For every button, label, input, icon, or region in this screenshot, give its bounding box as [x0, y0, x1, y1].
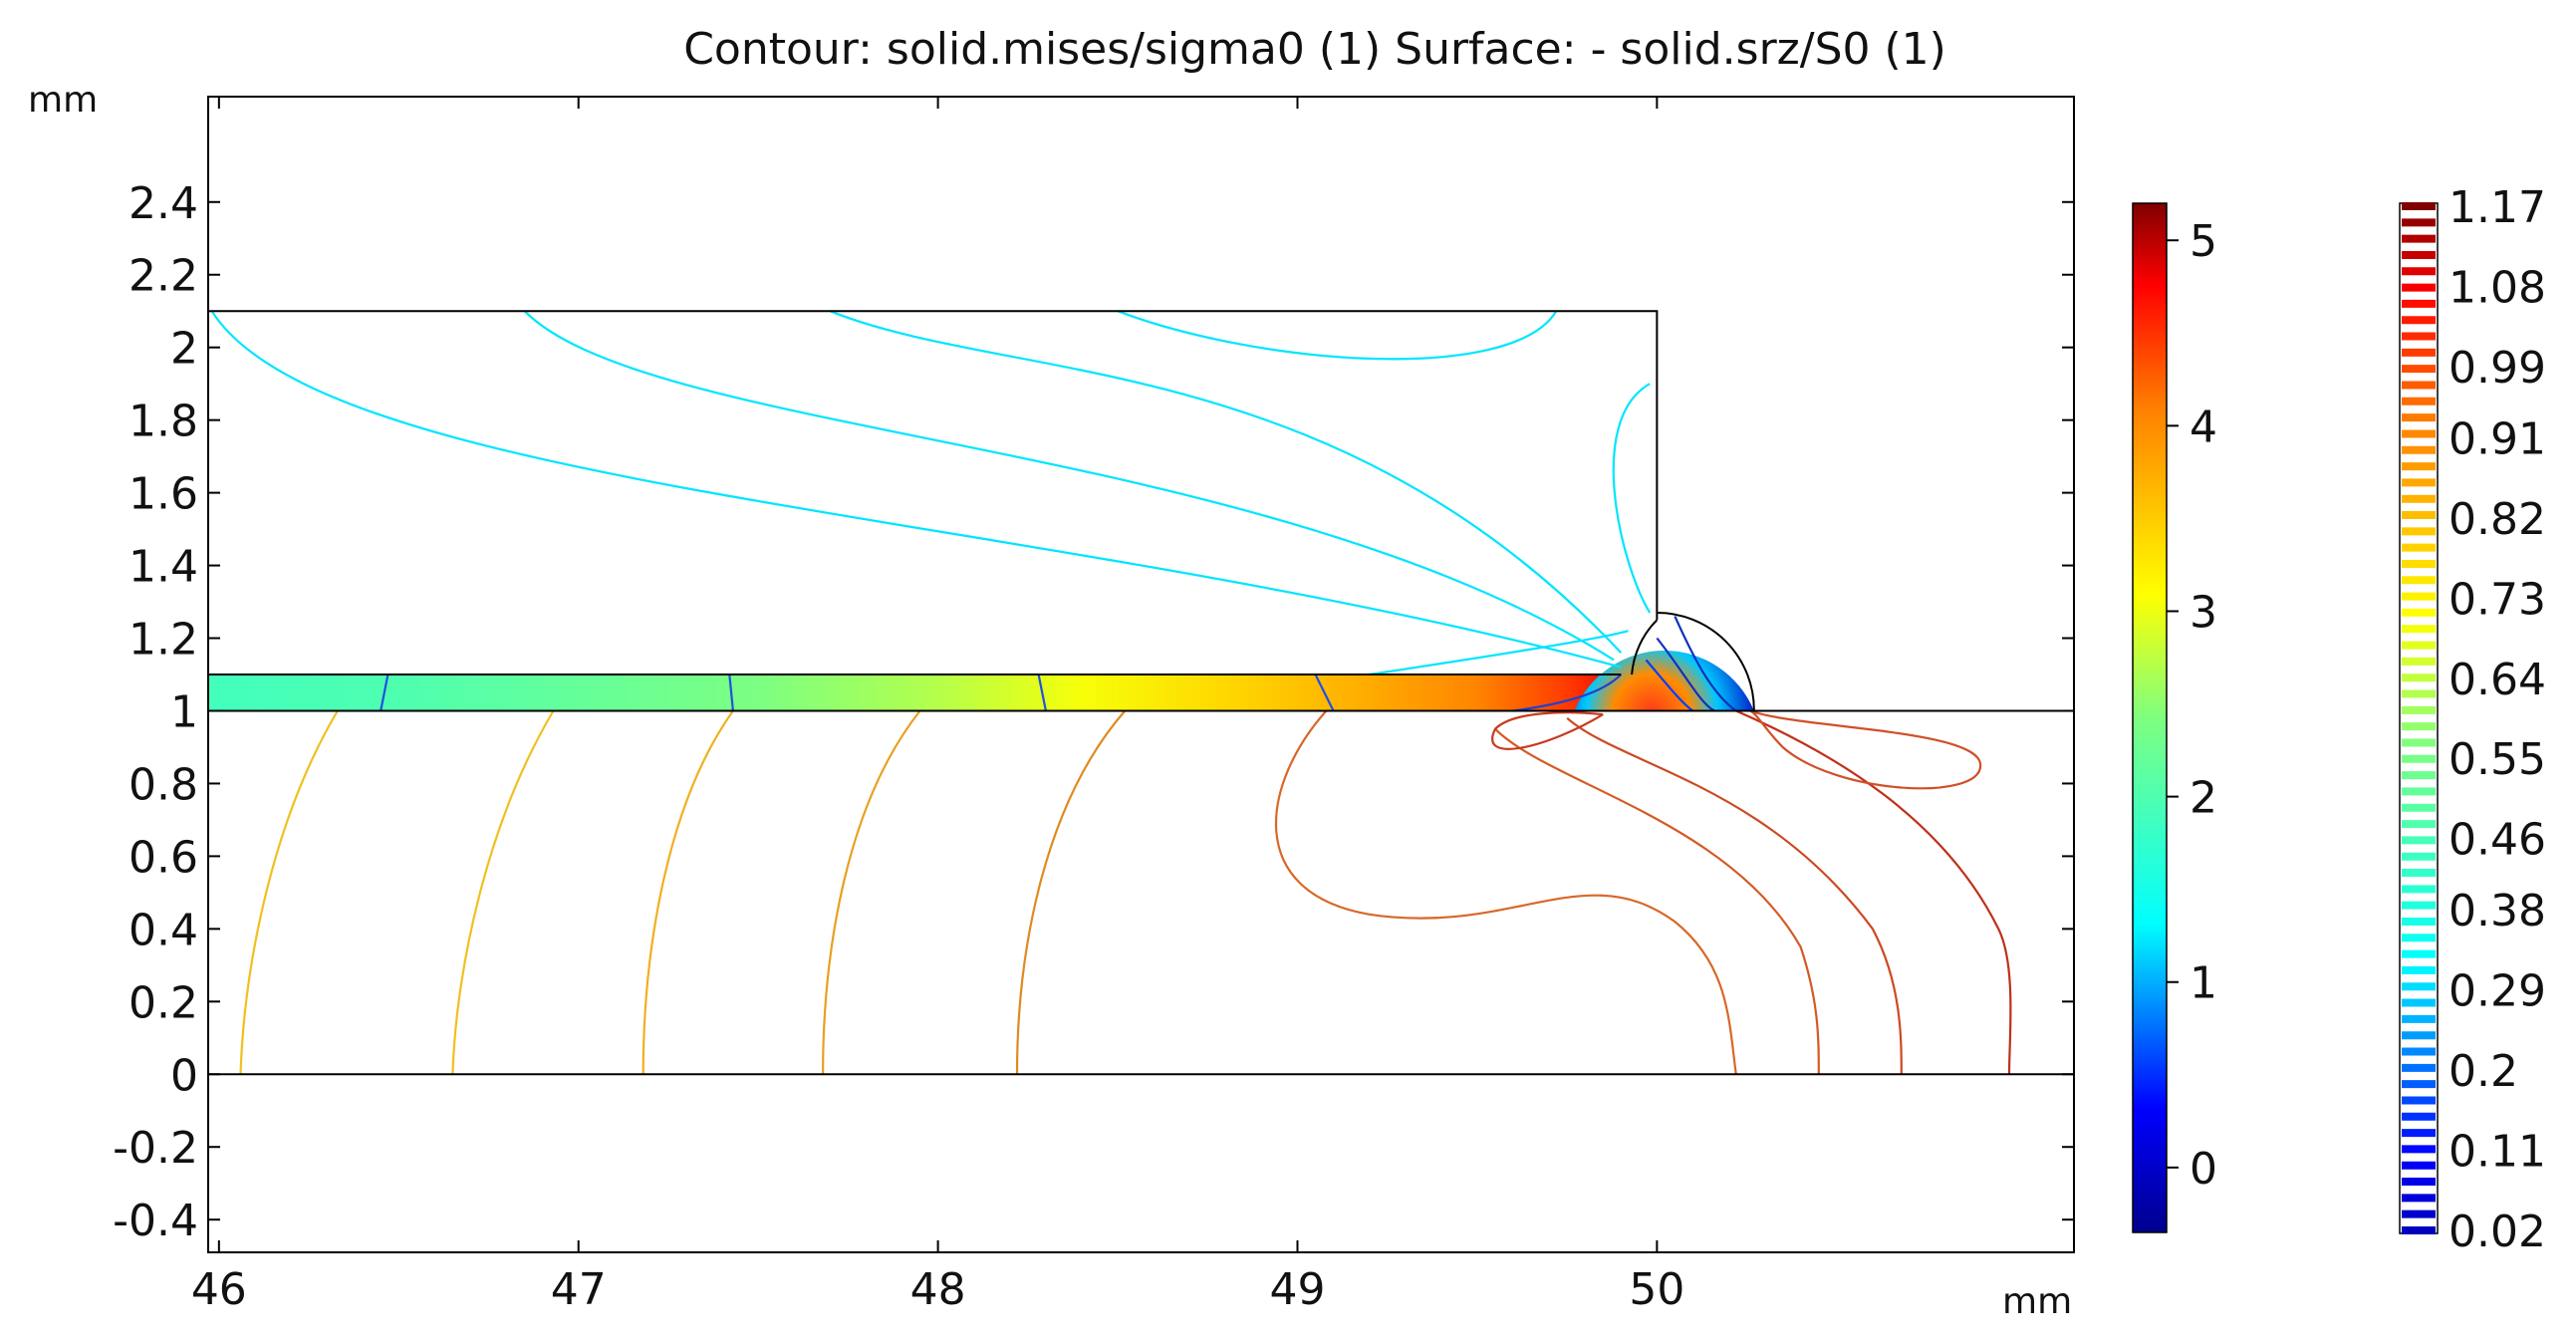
contour-line-14 [239, 709, 339, 1075]
y-unit-label: mm [28, 80, 98, 121]
contour-legend-label: 0.2 [2448, 1046, 2518, 1097]
y-tick-label: 1.2 [129, 615, 198, 666]
contour-line-12 [1656, 637, 1715, 712]
contour-legend-label: 0.46 [2448, 815, 2546, 866]
contour-line-16 [642, 709, 734, 1075]
contour-line-19 [1274, 709, 1737, 1075]
x-axis: 46 47 48 49 50 [191, 97, 1684, 1315]
colorbar-tick-label: 4 [2190, 402, 2217, 452]
contour-line-23 [1749, 709, 1982, 790]
contour-line-10 [1512, 673, 1623, 712]
y-tick-label: 0.2 [129, 977, 198, 1028]
contour-legend-label: 0.55 [2448, 734, 2546, 785]
y-tick-label: 1.8 [129, 397, 198, 447]
x-tick-label: 48 [910, 1264, 966, 1315]
colorbar-tick-label: 2 [2190, 773, 2217, 824]
y-tick-label: 0 [170, 1050, 198, 1101]
colorbar-tick-label: 1 [2190, 958, 2217, 1009]
upper-block-outline [208, 310, 1659, 621]
contour-line-9 [1314, 673, 1335, 711]
x-tick-label: 50 [1629, 1264, 1684, 1315]
contour-line-5 [1369, 630, 1629, 676]
x-unit-label: mm [2002, 1281, 2072, 1322]
contour-line-8 [1037, 673, 1047, 711]
surface-colorbar: 0 1 2 3 4 5 [2132, 202, 2217, 1233]
contour-legend-label: 0.91 [2448, 413, 2546, 464]
contour-legend-label: 0.64 [2448, 655, 2546, 705]
contour-legend-frame [2399, 202, 2439, 1234]
y-tick-label: 1.4 [129, 542, 198, 593]
contour-line-24 [1491, 711, 1604, 750]
x-tick-label: 46 [191, 1264, 247, 1315]
contour-legend-label: 0.38 [2448, 886, 2546, 937]
y-tick-label: -0.2 [113, 1123, 198, 1174]
contour-line-4 [1612, 383, 1652, 614]
y-tick-label: 2.2 [129, 251, 198, 302]
contour-legend-label: 0.82 [2448, 494, 2546, 545]
surface-plot [208, 651, 1754, 711]
notch-left-arc [1631, 619, 1659, 675]
contour-line-2 [829, 310, 1623, 654]
contour-lines [210, 310, 2012, 1075]
surface-colorbar-gradient [2132, 202, 2168, 1233]
contour-line-15 [451, 709, 555, 1075]
y-tick-label: 2 [170, 324, 198, 375]
contour-line-7 [728, 673, 734, 711]
surface-strip [208, 674, 1622, 711]
y-tick-label: 2.4 [129, 178, 198, 229]
contour-legend-label: 0.73 [2448, 574, 2546, 625]
plot-frame [207, 96, 2075, 1253]
contour-legend-label: 1.08 [2448, 262, 2546, 313]
notch-right-arc [1657, 611, 1755, 711]
contour-line-18 [1015, 709, 1127, 1075]
y-tick-label: 0.8 [129, 759, 198, 810]
y-tick-label: 1.6 [129, 469, 198, 520]
y-tick-label: -0.4 [113, 1196, 198, 1246]
geometry-outline [208, 310, 2074, 1076]
contour-line-21 [1566, 716, 1903, 1075]
contour-line-1 [523, 310, 1615, 662]
x-tick-label: 47 [551, 1264, 607, 1315]
colorbar-tick-label: 3 [2190, 587, 2217, 638]
x-tick-label: 49 [1269, 1264, 1325, 1315]
plot-area [208, 310, 2074, 1076]
contour-legend-label: 0.02 [2448, 1207, 2546, 1257]
y-tick-label: 0.6 [129, 832, 198, 883]
contour-legend-label: 0.29 [2448, 966, 2546, 1017]
contour-line-11 [1674, 616, 1737, 712]
contour-line-3 [1117, 310, 1558, 361]
contour-legend: 0.02 0.11 0.2 0.29 0.38 0.46 0.55 0.64 0.73 0.82 0… [2399, 182, 2546, 1257]
contour-line-22 [1735, 709, 2012, 1075]
contour-line-20 [1494, 727, 1820, 1075]
colorbar-tick-label: 0 [2190, 1144, 2217, 1195]
contour-line-13 [1645, 659, 1694, 712]
y-tick-label: 0.4 [129, 905, 198, 955]
contour-legend-label: 1.17 [2448, 182, 2546, 233]
contour-line-0 [210, 310, 1622, 669]
contour-legend-label: 0.99 [2448, 343, 2546, 394]
contour-line-6 [380, 673, 389, 711]
y-tick-label: 1 [170, 686, 198, 737]
y-axis: -0.4 -0.2 0 0.2 0.4 0.6 0.8 1 1.2 1.4 1.6 1.8 2 2.2 2.… [113, 178, 2074, 1246]
surface-colorbar-ticks: 0 1 2 3 4 5 [2167, 216, 2217, 1195]
contour-line-17 [822, 709, 921, 1075]
contour-legend-label: 0.11 [2448, 1127, 2546, 1178]
colorbar-tick-label: 5 [2190, 216, 2217, 267]
chart-title: Contour: solid.mises/sigma0 (1) Surface:… [683, 24, 1946, 75]
